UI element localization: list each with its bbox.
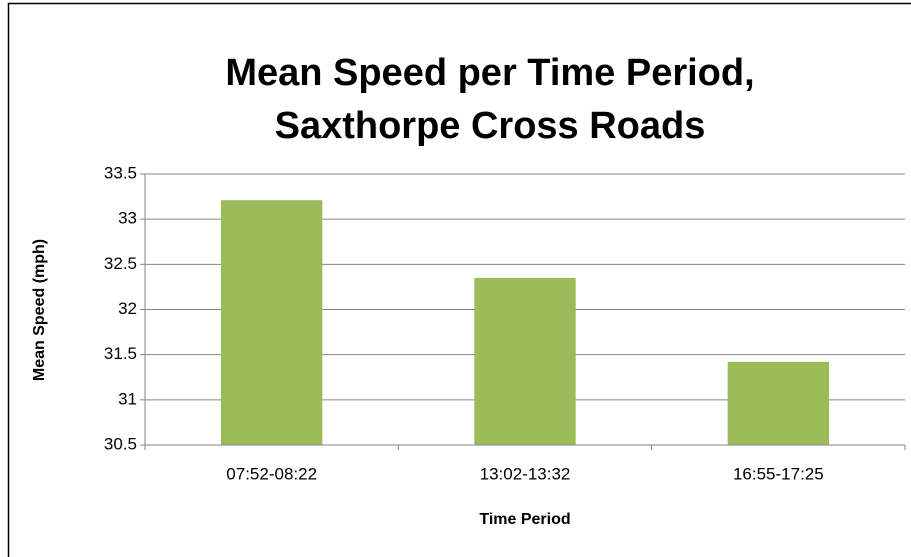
x-tick-label: 16:55-17:25 [733, 464, 824, 483]
y-tick-label: 31.5 [104, 344, 137, 363]
chart-title: Mean Speed per Time Period, [225, 52, 754, 94]
chart-frame [7, 2, 911, 557]
bar [727, 361, 829, 445]
y-tick-label: 33 [118, 209, 137, 228]
y-tick-label: 32.5 [104, 254, 137, 273]
y-tick-label: 30.5 [104, 434, 137, 453]
y-tick-label: 32 [118, 299, 137, 318]
bar [221, 200, 323, 445]
bar [474, 277, 576, 445]
y-axis-title: Mean Speed (mph) [31, 239, 48, 381]
x-tick-label: 07:52-08:22 [226, 464, 317, 483]
x-axis-title: Time Period [479, 511, 570, 528]
chart-title: Saxthorpe Cross Roads [275, 105, 706, 147]
y-tick-label: 33.5 [104, 163, 137, 182]
y-tick-label: 31 [118, 389, 137, 408]
x-tick-label: 13:02-13:32 [480, 464, 571, 483]
